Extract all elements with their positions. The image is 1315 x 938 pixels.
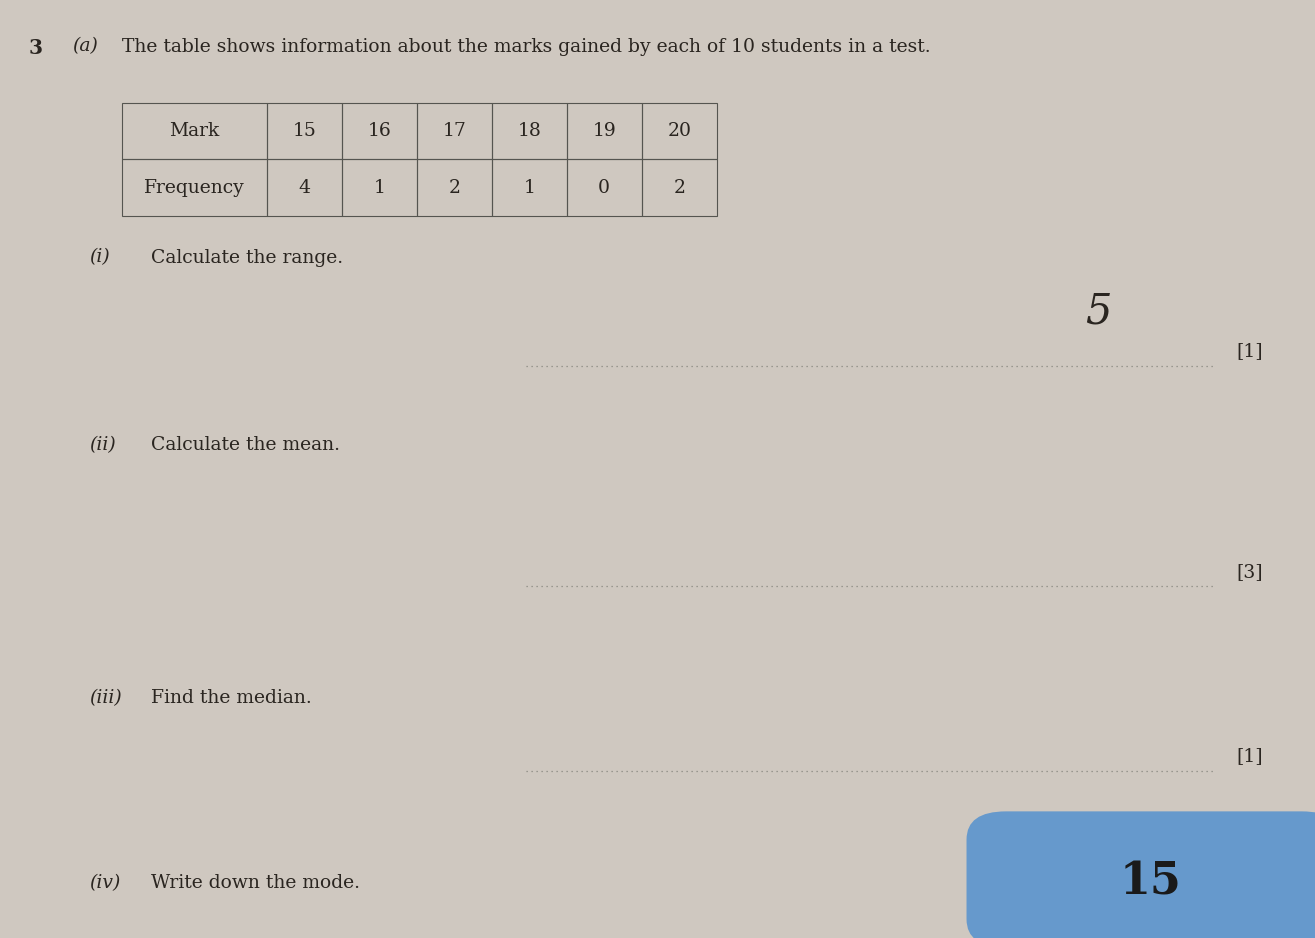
Text: Mark: Mark bbox=[170, 122, 220, 141]
Bar bbox=[267, 103, 342, 159]
Bar bbox=[567, 103, 642, 159]
Text: (iv): (iv) bbox=[89, 874, 121, 892]
Text: 20: 20 bbox=[667, 122, 692, 141]
Text: [1]: [1] bbox=[1236, 748, 1262, 765]
Text: Write down the mode.: Write down the mode. bbox=[151, 874, 360, 892]
Text: 5: 5 bbox=[1085, 291, 1111, 333]
Text: 15: 15 bbox=[292, 122, 317, 141]
Text: 0: 0 bbox=[598, 178, 610, 197]
Text: 1: 1 bbox=[373, 178, 385, 197]
Bar bbox=[122, 159, 267, 216]
Text: Calculate the range.: Calculate the range. bbox=[151, 249, 343, 266]
Bar bbox=[342, 103, 417, 159]
Text: 17: 17 bbox=[442, 122, 467, 141]
Text: (a): (a) bbox=[72, 38, 99, 55]
Bar bbox=[492, 159, 567, 216]
Bar bbox=[642, 159, 717, 216]
Text: 18: 18 bbox=[517, 122, 542, 141]
Text: 4: 4 bbox=[299, 178, 310, 197]
Bar bbox=[567, 159, 642, 216]
Text: (iii): (iii) bbox=[89, 689, 122, 707]
Text: Calculate the mean.: Calculate the mean. bbox=[151, 436, 341, 454]
Text: [1]: [1] bbox=[1236, 342, 1262, 360]
Text: Find the median.: Find the median. bbox=[151, 689, 312, 707]
Text: (i): (i) bbox=[89, 249, 110, 266]
Bar bbox=[342, 159, 417, 216]
Text: 19: 19 bbox=[592, 122, 617, 141]
Text: Frequency: Frequency bbox=[145, 178, 245, 197]
FancyBboxPatch shape bbox=[967, 811, 1315, 938]
Text: 1: 1 bbox=[523, 178, 535, 197]
Bar bbox=[267, 159, 342, 216]
Text: 3: 3 bbox=[29, 38, 43, 57]
Text: 15: 15 bbox=[1119, 860, 1182, 903]
Bar bbox=[492, 103, 567, 159]
Text: 2: 2 bbox=[673, 178, 685, 197]
Bar bbox=[642, 103, 717, 159]
Bar bbox=[417, 159, 492, 216]
Text: The table shows information about the marks gained by each of 10 students in a t: The table shows information about the ma… bbox=[122, 38, 931, 55]
Text: (ii): (ii) bbox=[89, 436, 116, 454]
Text: 2: 2 bbox=[448, 178, 460, 197]
Bar bbox=[417, 103, 492, 159]
Text: 16: 16 bbox=[367, 122, 392, 141]
Bar bbox=[122, 103, 267, 159]
Text: [3]: [3] bbox=[1236, 563, 1262, 581]
